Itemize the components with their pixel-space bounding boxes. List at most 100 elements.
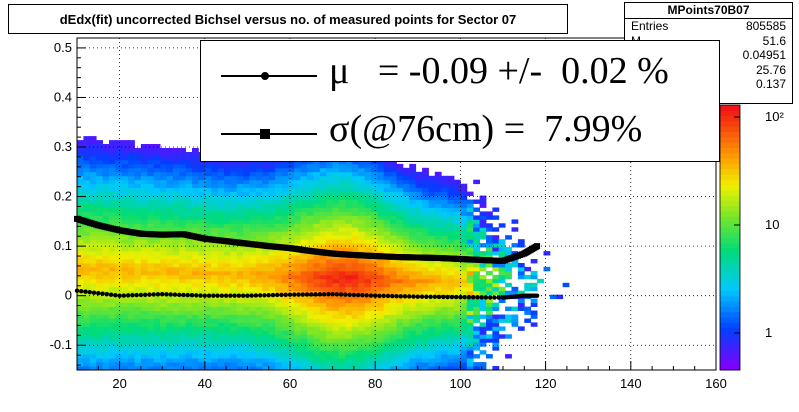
heat-cell [89,144,97,149]
heat-cell [313,270,321,276]
heat-cell [434,231,442,236]
heat-cell [409,274,417,280]
heat-cell [147,302,155,307]
heat-cell [179,183,186,189]
heat-cell [255,286,263,292]
heat-cell [473,215,480,220]
heat-cell [268,318,276,323]
mu-point [232,293,237,298]
heat-cell [447,203,455,208]
heat-cell [434,346,442,351]
heat-cell [172,306,180,311]
heat-cell [326,195,333,200]
heat-cell [147,286,155,292]
heat-cell [294,163,302,169]
heat-cell [441,227,448,232]
heat-cell [466,302,474,307]
heat-cell [153,203,161,208]
heat-cell [275,322,282,327]
heat-cell [332,318,340,323]
heat-cell [409,310,417,315]
heat-cell [262,266,270,272]
heat-cell [307,338,314,343]
color-bin [720,338,740,344]
heat-cell [96,215,103,220]
heat-cell [217,191,225,196]
heat-cell [415,354,423,359]
heat-cell [102,322,110,327]
heat-cell [211,334,218,339]
heat-cell [396,358,404,363]
heat-cell [77,179,84,185]
heat-cell [313,207,321,212]
heat-cell [275,207,282,212]
heat-cell [204,330,212,335]
heat-cell [262,322,270,327]
heat-cell [434,278,442,284]
heat-cell [77,270,84,276]
heat-cell [441,314,448,319]
heat-cell [517,298,525,303]
heat-cell [409,175,417,181]
heat-cell [83,310,91,315]
heat-cell [313,219,321,224]
heat-cell [102,294,110,300]
heat-cell [300,255,308,260]
stats-row: Entries 805585 [625,19,792,34]
heat-cell [89,255,97,260]
heat-cell [441,215,448,220]
heat-cell [390,171,397,177]
heat-cell [402,183,410,189]
heat-cell [83,362,91,367]
heat-cell [115,199,123,204]
heat-cell [300,215,308,220]
heat-cell [473,318,480,323]
heat-cell [153,298,161,303]
heat-cell [172,203,180,208]
heat-cell [486,306,493,311]
heat-cell [204,231,212,236]
mu-point [402,294,408,299]
heat-cell [294,219,302,224]
heat-cell [192,175,199,181]
heat-cell [486,354,493,359]
heat-cell [198,203,206,208]
heat-cell [102,243,110,248]
heat-cell [268,270,276,276]
heat-cell [179,318,186,323]
heat-cell [332,259,340,264]
heat-cell [230,251,238,256]
heat-cell [326,318,333,323]
heat-cell [351,302,359,307]
heat-cell [224,167,231,173]
heat-cell [364,290,372,296]
heat-cell [479,286,487,292]
heat-cell [473,263,480,268]
heat-cell [134,183,142,189]
heat-cell [390,247,397,252]
heat-cell [268,354,276,359]
heat-cell [390,338,397,343]
heat-cell [390,302,397,307]
heat-cell [96,144,103,149]
heat-cell [422,318,429,323]
heat-cell [364,346,372,351]
heat-cell [447,179,455,185]
stats-value: 0.137 [755,77,786,91]
heat-cell [192,187,199,192]
heat-cell [351,342,359,347]
heat-cell [96,219,103,224]
heat-cell [434,302,442,307]
heat-cell [147,148,155,153]
heat-cell [345,207,353,212]
heat-cell [179,270,186,276]
heat-cell [307,330,314,335]
heat-cell [307,243,314,248]
heat-cell [434,322,442,327]
heat-cell [396,195,404,200]
heat-cell [236,203,244,208]
heat-cell [370,358,378,363]
heat-cell [96,167,103,173]
heat-cell [287,231,295,236]
mu-point [185,292,190,298]
